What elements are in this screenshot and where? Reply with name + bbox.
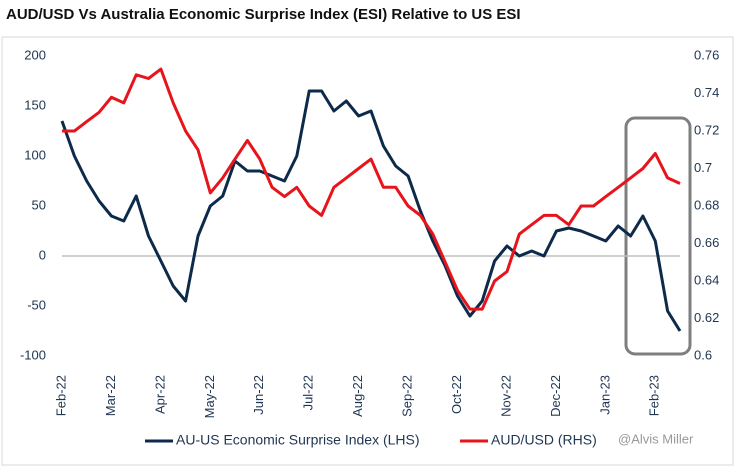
chart-frame bbox=[1, 36, 734, 466]
y2-tick-label: 0.6 bbox=[694, 347, 712, 362]
x-tick-label: Jan-23 bbox=[597, 375, 612, 415]
series-line bbox=[60, 89, 682, 332]
watermark: @Alvis Miller bbox=[618, 431, 694, 446]
x-tick-label: May-22 bbox=[202, 375, 217, 418]
series-line bbox=[62, 67, 681, 311]
x-tick-label: Dec-22 bbox=[548, 375, 563, 417]
y2-tick-label: 0.62 bbox=[694, 310, 719, 325]
y-tick-label: -50 bbox=[27, 297, 46, 312]
x-tick-label: Mar-22 bbox=[103, 375, 118, 416]
legend-label: AU-US Economic Surprise Index (LHS) bbox=[176, 432, 420, 448]
chart-title: AUD/USD Vs Australia Economic Surprise I… bbox=[6, 6, 521, 23]
x-tick-label: Nov-22 bbox=[498, 375, 513, 417]
legend-label: AUD/USD (RHS) bbox=[491, 432, 597, 448]
x-tick-label: Apr-22 bbox=[152, 375, 167, 414]
x-tick-label: Feb-23 bbox=[647, 375, 662, 416]
x-tick-label: Feb-22 bbox=[53, 375, 68, 416]
y2-tick-label: 0.76 bbox=[694, 47, 719, 62]
y-tick-label: 150 bbox=[24, 97, 46, 112]
y2-tick-label: 0.66 bbox=[694, 235, 719, 250]
x-tick-label: Jul-22 bbox=[301, 375, 316, 410]
y2-tick-label: 0.72 bbox=[694, 122, 719, 137]
y-tick-label: 0 bbox=[39, 247, 46, 262]
x-tick-label: Sep-22 bbox=[400, 375, 415, 417]
y-tick-label: 200 bbox=[24, 47, 46, 62]
y2-tick-label: 0.7 bbox=[694, 160, 712, 175]
x-tick-label: Jun-22 bbox=[251, 375, 266, 415]
highlight-box bbox=[624, 116, 692, 356]
y2-tick-label: 0.64 bbox=[694, 272, 719, 287]
y-tick-label: -100 bbox=[20, 347, 46, 362]
x-tick-label: Aug-22 bbox=[350, 375, 365, 417]
y2-tick-label: 0.74 bbox=[694, 85, 719, 100]
y-tick-label: 100 bbox=[24, 147, 46, 162]
y2-tick-label: 0.68 bbox=[694, 197, 719, 212]
y-tick-label: 50 bbox=[32, 197, 46, 212]
x-tick-label: Oct-22 bbox=[449, 375, 464, 414]
